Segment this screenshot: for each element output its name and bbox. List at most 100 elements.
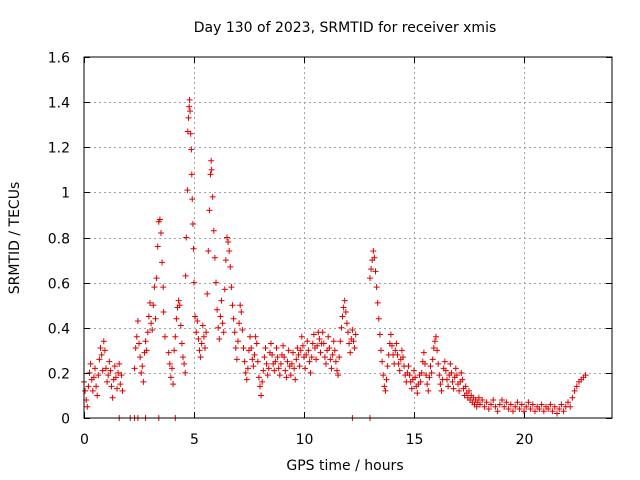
data-point (104, 378, 111, 385)
data-point (232, 345, 239, 352)
data-point (139, 363, 146, 370)
data-point (518, 401, 525, 408)
data-point (328, 365, 335, 372)
data-point (310, 331, 317, 338)
data-point (294, 345, 301, 352)
data-point (383, 376, 390, 383)
data-point (305, 347, 312, 354)
y-tick-label: 0.6 (48, 277, 70, 293)
data-point (118, 372, 125, 379)
data-point (462, 383, 469, 390)
data-point (430, 345, 437, 352)
data-point (425, 387, 432, 394)
data-point (137, 354, 144, 361)
data-point (483, 399, 490, 406)
data-point (302, 365, 309, 372)
data-point (287, 372, 294, 379)
data-point (444, 376, 450, 383)
data-point (251, 351, 258, 358)
data-point (187, 130, 194, 137)
data-point (197, 354, 204, 361)
data-point (338, 324, 345, 331)
data-point (395, 360, 402, 367)
data-point (560, 408, 567, 415)
data-point (280, 342, 287, 349)
data-point (573, 383, 580, 390)
data-point (475, 394, 482, 401)
y-tick-labels: 0 0.2 0.4 0.6 0.8 1 1.2 1.4 1.6 (48, 51, 70, 428)
data-point (260, 367, 267, 374)
x-tick-label: 0 (80, 432, 89, 448)
data-point (393, 340, 400, 347)
data-point (452, 365, 459, 372)
data-point (165, 349, 172, 356)
data-point (496, 401, 503, 408)
data-point (340, 304, 347, 311)
data-point (414, 390, 421, 397)
data-point (188, 171, 195, 178)
data-point (136, 340, 142, 347)
data-point (153, 275, 160, 282)
data-point (90, 374, 97, 381)
data-point (501, 403, 508, 410)
data-point (203, 329, 210, 336)
data-point (435, 360, 442, 367)
data-point (411, 367, 417, 374)
data-point (431, 338, 438, 345)
data-point (89, 387, 96, 394)
data-point (272, 358, 279, 365)
data-point (417, 378, 424, 385)
data-point (236, 320, 243, 327)
data-point (103, 365, 109, 372)
data-point (499, 396, 505, 403)
data-point (115, 369, 122, 376)
data-point (239, 327, 246, 334)
data-point (424, 381, 431, 388)
data-point (221, 286, 228, 293)
data-point (378, 347, 384, 354)
data-point (132, 345, 139, 352)
data-point (442, 367, 449, 374)
data-point (161, 333, 168, 340)
data-point (346, 340, 353, 347)
axis-ticks (84, 57, 612, 419)
data-point (334, 367, 340, 374)
data-point (327, 356, 334, 363)
data-point (133, 333, 140, 340)
data-point (152, 315, 159, 322)
data-point (436, 372, 443, 379)
data-point (292, 376, 299, 383)
data-point (148, 320, 155, 327)
x-tick-label: 10 (296, 432, 314, 448)
data-point (158, 229, 164, 236)
data-point (192, 313, 199, 320)
data-point (387, 331, 394, 338)
data-point (433, 333, 439, 340)
data-point (188, 146, 195, 153)
data-point (418, 369, 425, 376)
data-point (219, 320, 226, 327)
data-point (98, 351, 105, 358)
data-point (112, 374, 119, 381)
data-point (527, 405, 534, 412)
data-point (172, 333, 179, 340)
data-point (233, 356, 240, 363)
data-point (297, 347, 304, 354)
data-point (398, 347, 405, 354)
data-point (370, 248, 377, 255)
data-point (211, 254, 218, 261)
data-point (371, 254, 378, 261)
data-point (85, 383, 92, 390)
data-point (252, 333, 259, 340)
data-point (507, 401, 514, 408)
data-point (309, 340, 316, 347)
data-point (304, 338, 311, 345)
data-point (257, 383, 263, 390)
data-point (308, 354, 315, 361)
data-point (456, 387, 463, 394)
y-tick-label: 1.2 (48, 141, 70, 157)
data-point (551, 403, 558, 410)
y-axis-label: SRMTID / TECUs (7, 182, 23, 295)
data-point (114, 385, 120, 392)
data-point (458, 369, 465, 376)
